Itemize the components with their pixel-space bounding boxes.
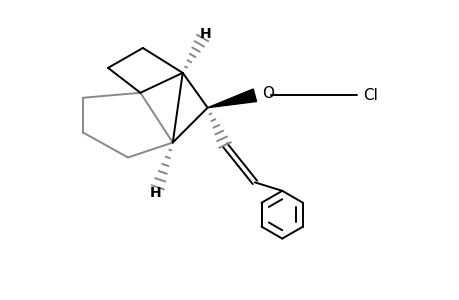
Polygon shape — [207, 89, 256, 108]
Text: H: H — [199, 27, 211, 41]
Text: O: O — [261, 86, 273, 101]
Text: H: H — [149, 186, 161, 200]
Text: Cl: Cl — [362, 88, 377, 103]
